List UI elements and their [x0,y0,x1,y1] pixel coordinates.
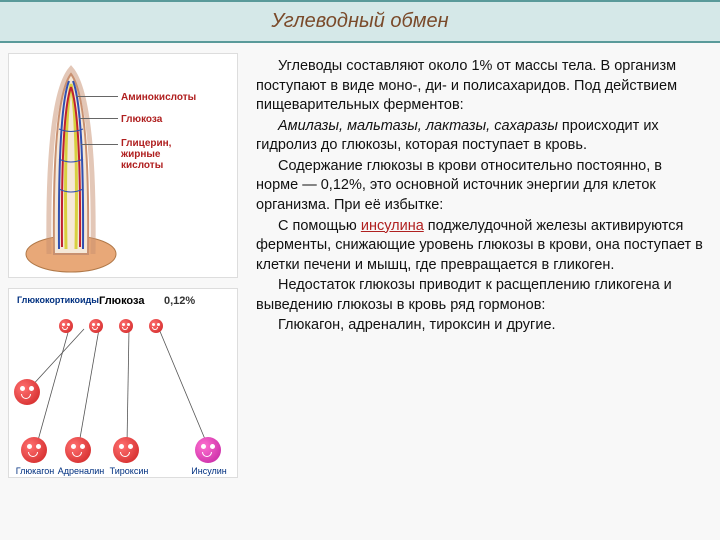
villus-label-glycerin: Глицерин, жирные кислоты [121,138,171,171]
glucose-icon [149,319,163,333]
d2-value: 0,12% [164,295,195,307]
body-p3b: . При её избытке: [326,197,443,213]
enzymes-text: Амилазы, мальтазы, лактазы, сахаразы [278,118,558,134]
villus-label-glucose: Глюкоза [121,114,162,125]
insulin-text: инсулина [361,218,424,234]
hormone-face-icon [21,437,47,463]
glucose-icon [119,319,133,333]
glucose-icon [59,319,73,333]
content-area: Аминокислоты Глюкоза Глицерин, жирные ки… [0,43,720,488]
hormones-text: Глюкагон, адреналин, тироксин и другие. [278,317,556,333]
insulin-face-icon [195,437,221,463]
body-p4a: С помощью [278,218,361,234]
villus-svg [24,59,119,274]
d2-horm-label: Инсулин [187,466,231,476]
hormone-face-icon [113,437,139,463]
d2-label-gluc: Глюкоза [99,295,144,307]
villus-label-amino: Аминокислоты [121,92,196,103]
diagrams-column: Аминокислоты Глюкоза Глицерин, жирные ки… [8,53,238,478]
d2-horm-label: Тироксин [105,466,153,476]
hormone-face-icon [14,379,40,405]
page-title: Углеводный обмен [0,10,720,33]
body-p1: Углеводы составляют около 1% от массы те… [256,58,677,113]
body-p5: Недостаток глюкозы приводит к расщеплени… [256,277,672,313]
hormone-face-icon [65,437,91,463]
leader-1 [76,96,118,97]
leader-3 [81,144,118,145]
glucose-icon [89,319,103,333]
leader-2 [79,118,118,119]
d2-horm-label: Адреналин [55,466,107,476]
text-column: Углеводы составляют около 1% от массы те… [248,53,712,478]
d2-label-gk: Глюкокортикоиды [17,295,99,305]
header-bar: Углеводный обмен [0,0,720,43]
body-text: Углеводы составляют около 1% от массы те… [256,57,704,336]
hormone-diagram: Глюкокортикоиды Глюкоза 0,12% Глюкагон А… [8,288,238,478]
d2-horm-label: Глюкагон [13,466,57,476]
villus-diagram: Аминокислоты Глюкоза Глицерин, жирные ки… [8,53,238,278]
